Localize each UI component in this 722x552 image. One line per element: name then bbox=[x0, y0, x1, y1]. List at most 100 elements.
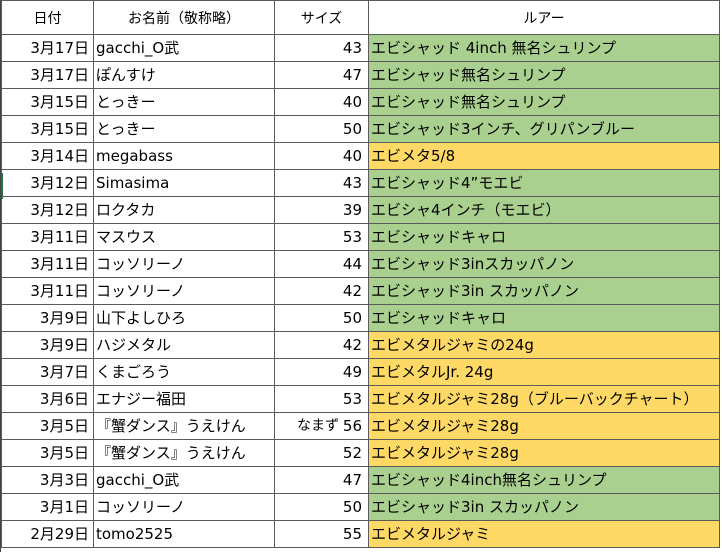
size-value: 53 bbox=[342, 390, 362, 408]
active-row-indicator bbox=[1, 173, 3, 199]
date-cell[interactable]: 3月11日 bbox=[1, 277, 94, 305]
lure-cell[interactable]: エビシャッド4inch無名シュリンプ bbox=[368, 466, 720, 494]
name-cell[interactable]: 『蟹ダンス』うえけん bbox=[93, 412, 275, 440]
name-cell[interactable]: megabass bbox=[93, 142, 275, 170]
size-cell[interactable]: 44 bbox=[274, 250, 369, 278]
name-cell[interactable]: コッソリーノ bbox=[93, 493, 275, 521]
lure-cell[interactable]: エビシャッド 4inch 無名シュリンプ bbox=[368, 34, 720, 62]
header-date[interactable]: 日付 bbox=[1, 0, 94, 35]
lure-cell[interactable]: エビシャ4インチ（モエビ） bbox=[368, 196, 720, 224]
name-cell[interactable]: 『蟹ダンス』うえけん bbox=[93, 439, 275, 467]
lure-cell[interactable]: エビメタルジャミ bbox=[368, 520, 720, 548]
size-value: 50 bbox=[342, 120, 362, 138]
date-cell[interactable]: 3月15日 bbox=[1, 88, 94, 116]
header-size[interactable]: サイズ bbox=[274, 0, 369, 35]
lure-cell[interactable]: エビシャッド無名シュリンプ bbox=[368, 88, 720, 116]
size-cell[interactable]: 42 bbox=[274, 331, 369, 359]
lure-cell[interactable]: エビメタルジャミ28g（ブルーバックチャート） bbox=[368, 385, 720, 413]
lure-cell[interactable]: エビシャッド3inスカッパノン bbox=[368, 250, 720, 278]
lure-cell[interactable]: エビシャッドキャロ bbox=[368, 304, 720, 332]
date-cell[interactable]: 3月17日 bbox=[1, 34, 94, 62]
lure-cell[interactable]: エビメタルジャミ28g bbox=[368, 412, 720, 440]
date-cell[interactable]: 3月7日 bbox=[1, 358, 94, 386]
table-row: 3月5日 『蟹ダンス』うえけん 52 エビメタルジャミ28g bbox=[1, 439, 720, 467]
size-cell[interactable]: 47 bbox=[274, 466, 369, 494]
lure-cell[interactable]: エビシャッド3in スカッパノン bbox=[368, 493, 720, 521]
name-cell[interactable]: gacchi_O武 bbox=[93, 466, 275, 494]
size-cell[interactable]: 40 bbox=[274, 88, 369, 116]
table-row: 3月12日 Simasima 43 エビシャッド4”モエビ bbox=[1, 169, 720, 197]
name-cell[interactable]: gacchi_O武 bbox=[93, 34, 275, 62]
date-cell[interactable]: 3月17日 bbox=[1, 61, 94, 89]
size-value: 56 bbox=[342, 417, 362, 435]
size-cell[interactable]: 53 bbox=[274, 223, 369, 251]
size-cell[interactable]: 55 bbox=[274, 520, 369, 548]
size-cell[interactable]: 42 bbox=[274, 277, 369, 305]
name-cell[interactable]: コッソリーノ bbox=[93, 277, 275, 305]
name-cell[interactable]: 山下よしひろ bbox=[93, 304, 275, 332]
size-cell[interactable]: 43 bbox=[274, 34, 369, 62]
size-value: 42 bbox=[342, 282, 362, 300]
size-value: 53 bbox=[342, 228, 362, 246]
date-cell[interactable]: 2月29日 bbox=[1, 520, 94, 548]
table-row: 3月14日 megabass 40 エビメタ5/8 bbox=[1, 142, 720, 170]
size-cell[interactable]: 50 bbox=[274, 115, 369, 143]
name-cell[interactable]: くまごろう bbox=[93, 358, 275, 386]
table-row: 3月5日 『蟹ダンス』うえけん なまず 56 エビメタルジャミ28g bbox=[1, 412, 720, 440]
lure-cell[interactable]: エビシャッド4”モエビ bbox=[368, 169, 720, 197]
date-cell[interactable]: 3月9日 bbox=[1, 331, 94, 359]
size-value: 55 bbox=[342, 525, 362, 543]
date-cell[interactable]: 3月11日 bbox=[1, 250, 94, 278]
size-cell[interactable]: 50 bbox=[274, 304, 369, 332]
table-row: 3月9日 ハジメタル 42 エビメタルジャミの24g bbox=[1, 331, 720, 359]
table-row: 3月7日 くまごろう 49 エビメタルJr. 24g bbox=[1, 358, 720, 386]
name-cell[interactable]: とっきー bbox=[93, 115, 275, 143]
name-cell[interactable]: tomo2525 bbox=[93, 520, 275, 548]
lure-cell[interactable]: エビシャッド無名シュリンプ bbox=[368, 61, 720, 89]
name-cell[interactable]: コッソリーノ bbox=[93, 250, 275, 278]
name-cell[interactable]: ハジメタル bbox=[93, 331, 275, 359]
date-cell[interactable]: 3月14日 bbox=[1, 142, 94, 170]
size-cell[interactable]: 50 bbox=[274, 493, 369, 521]
size-cell[interactable]: 49 bbox=[274, 358, 369, 386]
header-lure[interactable]: ルアー bbox=[368, 0, 720, 35]
table-row: 3月11日 コッソリーノ 44 エビシャッド3inスカッパノン bbox=[1, 250, 720, 278]
name-cell[interactable]: Simasima bbox=[93, 169, 275, 197]
size-value: 42 bbox=[342, 336, 362, 354]
date-cell[interactable]: 3月5日 bbox=[1, 412, 94, 440]
name-cell[interactable]: エナジー福田 bbox=[93, 385, 275, 413]
date-cell[interactable]: 3月1日 bbox=[1, 493, 94, 521]
size-value: 43 bbox=[342, 39, 362, 57]
lure-cell[interactable]: エビメタ5/8 bbox=[368, 142, 720, 170]
lure-cell[interactable]: エビシャッドキャロ bbox=[368, 223, 720, 251]
name-cell[interactable]: ぽんすけ bbox=[93, 61, 275, 89]
table-row: 3月17日 ぽんすけ 47 エビシャッド無名シュリンプ bbox=[1, 61, 720, 89]
lure-cell[interactable]: エビメタルジャミの24g bbox=[368, 331, 720, 359]
header-name[interactable]: お名前（敬称略） bbox=[93, 0, 275, 35]
lure-cell[interactable]: エビシャッド3インチ、グリパンブルー bbox=[368, 115, 720, 143]
lure-cell[interactable]: エビシャッド3in スカッパノン bbox=[368, 277, 720, 305]
date-cell[interactable]: 3月3日 bbox=[1, 466, 94, 494]
size-value: 43 bbox=[342, 174, 362, 192]
table-row: 3月9日 山下よしひろ 50 エビシャッドキャロ bbox=[1, 304, 720, 332]
size-cell[interactable]: 39 bbox=[274, 196, 369, 224]
date-cell[interactable]: 3月6日 bbox=[1, 385, 94, 413]
date-cell[interactable]: 3月9日 bbox=[1, 304, 94, 332]
size-cell[interactable]: 47 bbox=[274, 61, 369, 89]
lure-cell[interactable]: エビメタルJr. 24g bbox=[368, 358, 720, 386]
size-cell[interactable]: 40 bbox=[274, 142, 369, 170]
date-cell[interactable]: 3月15日 bbox=[1, 115, 94, 143]
date-cell[interactable]: 3月5日 bbox=[1, 439, 94, 467]
lure-cell[interactable]: エビメタルジャミ28g bbox=[368, 439, 720, 467]
date-cell[interactable]: 3月11日 bbox=[1, 223, 94, 251]
table-body: 3月17日 gacchi_O武 43 エビシャッド 4inch 無名シュリンプ 3月17… bbox=[1, 34, 720, 548]
size-cell[interactable]: 52 bbox=[274, 439, 369, 467]
size-cell[interactable]: 53 bbox=[274, 385, 369, 413]
date-cell[interactable]: 3月12日 bbox=[1, 196, 94, 224]
size-cell[interactable]: なまず 56 bbox=[274, 412, 369, 440]
name-cell[interactable]: マスウス bbox=[93, 223, 275, 251]
size-cell[interactable]: 43 bbox=[274, 169, 369, 197]
name-cell[interactable]: ロクタカ bbox=[93, 196, 275, 224]
name-cell[interactable]: とっきー bbox=[93, 88, 275, 116]
date-cell[interactable]: 3月12日 bbox=[1, 169, 94, 197]
